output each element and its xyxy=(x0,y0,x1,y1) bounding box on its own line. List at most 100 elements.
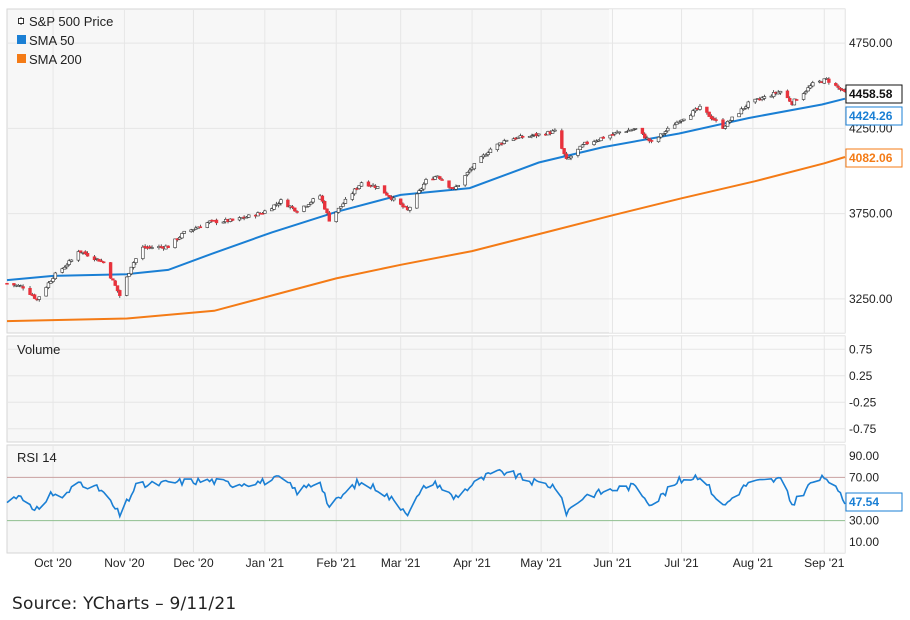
candle-body xyxy=(371,184,375,187)
rsi-tick-label: 70.00 xyxy=(849,470,879,484)
candle-body xyxy=(166,245,170,248)
price-tick-label: 3250.00 xyxy=(849,292,893,306)
candlestick-icon xyxy=(18,17,24,25)
candle-body xyxy=(334,211,338,222)
candle-body xyxy=(83,251,87,255)
candle-body xyxy=(801,93,806,100)
candle-body xyxy=(101,261,106,264)
candle-body xyxy=(576,148,580,156)
candle-body xyxy=(447,180,451,188)
candle-body xyxy=(569,155,573,159)
candle-body xyxy=(263,210,267,214)
candle-body xyxy=(578,145,582,150)
candle-body xyxy=(421,183,426,190)
candle-body xyxy=(520,135,525,138)
candle-body xyxy=(118,290,122,296)
candle-body xyxy=(463,175,467,186)
candle-body xyxy=(714,119,718,121)
candle-body xyxy=(293,207,297,212)
candles xyxy=(5,77,847,302)
candle-body xyxy=(76,251,81,261)
candle-body xyxy=(309,202,313,205)
candle-body xyxy=(537,133,541,136)
candle-body xyxy=(834,83,838,86)
candle-body xyxy=(207,220,212,223)
candle-body xyxy=(682,118,686,121)
volume-tick-label: -0.25 xyxy=(849,395,877,409)
candle-body xyxy=(323,201,327,210)
candle-body xyxy=(705,106,709,113)
candle-body xyxy=(806,87,810,92)
last-price-badge: 4458.58 xyxy=(849,87,893,101)
candle-body xyxy=(479,156,483,163)
candle-body xyxy=(454,186,458,190)
sma50-line xyxy=(6,97,846,282)
candle-body xyxy=(712,117,716,121)
sma200-line xyxy=(6,156,846,323)
candle-body xyxy=(778,90,783,94)
x-tick-label: Nov '20 xyxy=(104,556,145,570)
candle-body xyxy=(320,195,325,202)
candle-body xyxy=(456,184,460,187)
legend-item-sma200[interactable]: SMA 200 xyxy=(17,52,82,67)
x-tick-label: Feb '21 xyxy=(316,556,356,570)
candle-body xyxy=(350,193,355,200)
candle-body xyxy=(504,139,509,142)
sma50-badge-box xyxy=(845,106,903,126)
volume-tick-label: -0.75 xyxy=(849,422,877,436)
candle-body xyxy=(99,260,104,263)
candle-body xyxy=(585,141,589,145)
candle-body xyxy=(608,134,612,139)
chart-frame: Oct '20 Nov '20 Dec '20 Jan '21 Feb '21 Mar '… xyxy=(5,8,903,570)
candle-body xyxy=(567,157,571,160)
candle-body xyxy=(659,133,663,138)
candle-body xyxy=(21,286,25,289)
candle-body xyxy=(32,294,37,299)
candle-body xyxy=(610,134,615,136)
candle-body xyxy=(560,130,564,149)
candle-body xyxy=(495,143,500,150)
candle-body xyxy=(141,246,145,259)
candle-body xyxy=(631,129,635,131)
price-panel-highlight xyxy=(609,9,845,333)
legend: S&P 500 Price SMA 50 SMA 200 Volume RSI … xyxy=(17,14,113,465)
legend-item-price[interactable]: S&P 500 Price xyxy=(18,14,114,29)
candle-body xyxy=(311,198,315,203)
candle-body xyxy=(691,110,695,117)
axes: Oct '20 Nov '20 Dec '20 Jan '21 Feb '21 Mar '… xyxy=(34,36,892,570)
rsi-layer xyxy=(6,468,846,519)
candle-body xyxy=(67,260,71,265)
candle-body xyxy=(69,259,74,262)
candle-body xyxy=(822,78,826,84)
candle-body xyxy=(468,169,472,173)
x-tick-label: Dec '20 xyxy=(173,556,214,570)
candle-body xyxy=(385,192,389,196)
candle-body xyxy=(173,238,177,248)
legend-label-sma200: SMA 200 xyxy=(29,52,82,67)
x-tick-label: May '21 xyxy=(520,556,562,570)
candle-body xyxy=(85,253,90,257)
price-chart: Oct '20 Nov '20 Dec '20 Jan '21 Feb '21 Mar '… xyxy=(5,8,903,570)
candle-body xyxy=(433,176,437,180)
x-tick-label: Sep '21 xyxy=(804,556,845,570)
price-tick-label: 4750.00 xyxy=(849,36,893,50)
candle-body xyxy=(408,206,412,211)
x-tick-label: Apr '21 xyxy=(453,556,491,570)
panel-backgrounds xyxy=(6,8,846,554)
sma50-badge: 4424.26 xyxy=(849,109,893,123)
candle-body xyxy=(737,113,741,118)
last-price-badge-box xyxy=(845,84,903,104)
legend-item-sma50[interactable]: SMA 50 xyxy=(17,33,75,48)
candle-body xyxy=(198,226,203,229)
candle-body xyxy=(811,82,815,87)
rsi-panel-highlight xyxy=(609,445,845,553)
candle-body xyxy=(115,285,120,292)
candle-body xyxy=(415,193,419,209)
candle-body xyxy=(65,264,69,268)
source-note: Source: YCharts – 9/11/21 xyxy=(12,594,237,614)
candle-body xyxy=(730,116,734,121)
candle-body xyxy=(37,296,41,300)
candle-body xyxy=(656,136,661,143)
sma200-swatch xyxy=(17,54,26,63)
candle-body xyxy=(438,176,442,180)
